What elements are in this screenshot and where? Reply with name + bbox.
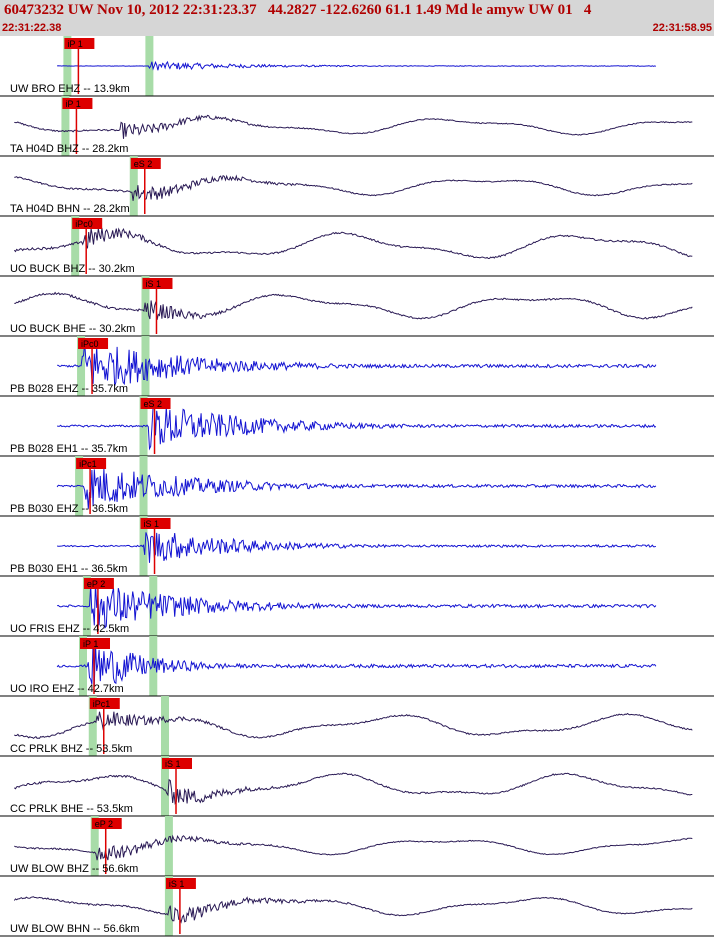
trace-line — [56, 467, 657, 509]
station-label: CC PRLK BHE -- 53.5km — [10, 803, 133, 815]
pick-tag — [162, 758, 193, 769]
pick-tag — [72, 218, 103, 229]
pick-tag — [140, 398, 171, 409]
pick-label: iPc0 — [75, 219, 93, 229]
end-time: 22:31:58.95 — [652, 22, 712, 34]
pick-label: eP 2 — [95, 819, 113, 829]
pick-tag — [165, 878, 196, 889]
station-label: UO BUCK BHE -- 30.2km — [10, 323, 135, 335]
station-label: TA H04D BHN -- 28.2km — [10, 203, 130, 215]
trace-line — [14, 834, 693, 861]
trace-line — [56, 641, 657, 686]
pick-tag — [130, 158, 161, 169]
trace-line — [13, 896, 693, 924]
p-pick-window — [82, 576, 91, 636]
pick-label: eP 2 — [87, 579, 105, 589]
pick-tag — [80, 638, 111, 649]
s-pick-window — [149, 576, 158, 636]
trace-line — [57, 342, 657, 387]
p-pick-window — [90, 816, 99, 876]
pick-tag — [142, 278, 173, 289]
trace-line — [14, 114, 693, 139]
pick-label: iS 1 — [169, 879, 185, 889]
pick-label: iP 1 — [83, 639, 98, 649]
s-pick-window — [161, 696, 170, 756]
station-label: PB B030 EH1 -- 36.5km — [10, 563, 127, 575]
pick-label: iS 1 — [145, 279, 161, 289]
pick-tag — [140, 518, 171, 529]
s-pick-window — [164, 816, 173, 876]
event-title: 60473232 UW Nov 10, 2012 22:31:23.37 44.… — [4, 2, 592, 18]
station-label: PB B028 EH1 -- 35.7km — [10, 443, 127, 455]
s-pick-window — [145, 36, 154, 96]
station-label: UO FRIS EHZ -- 42.5km — [10, 623, 129, 635]
pick-tag — [76, 458, 107, 469]
station-label: CC PRLK BHZ -- 53.5km — [10, 743, 132, 755]
p-pick-window — [88, 696, 97, 756]
pick-label: iS 1 — [165, 759, 181, 769]
header-bar: 60473232 UW Nov 10, 2012 22:31:23.37 44.… — [0, 0, 714, 36]
trace-line — [56, 403, 657, 451]
station-label: PB B028 EHZ -- 35.7km — [10, 383, 128, 395]
trace-line — [57, 532, 657, 563]
station-label: UW BRO EHZ -- 13.9km — [10, 83, 130, 95]
trace-line — [56, 582, 657, 629]
station-label: UO IRO EHZ -- 42.7km — [10, 683, 124, 695]
pick-tag — [62, 98, 93, 109]
station-label: UW BLOW BHZ -- 56.6km — [10, 863, 138, 875]
pick-label: iPc0 — [81, 339, 99, 349]
pick-label: eS 2 — [134, 159, 153, 169]
pick-label: iP 1 — [65, 99, 80, 109]
seismogram-panel: iP 1 UW BRO EHZ -- 13.9km iP 1 TA H04D BHZ … — [0, 36, 714, 937]
pick-label: eS 2 — [144, 399, 163, 409]
pick-label: iS 1 — [144, 519, 160, 529]
p-pick-window — [71, 216, 80, 276]
s-pick-window — [161, 756, 170, 816]
start-time: 22:31:22.38 — [2, 22, 62, 34]
s-pick-window — [129, 156, 138, 216]
trace-line — [13, 772, 693, 805]
station-label: TA H04D BHZ -- 28.2km — [10, 143, 128, 155]
s-pick-window — [164, 876, 173, 936]
s-pick-window — [139, 456, 148, 516]
pick-label: iP 1 — [67, 39, 82, 49]
pick-label: iPc1 — [93, 699, 111, 709]
station-label: UO BUCK BHZ -- 30.2km — [10, 263, 135, 275]
s-pick-window — [149, 636, 158, 696]
pick-tag — [64, 38, 95, 49]
pick-label: iPc1 — [79, 459, 97, 469]
pick-tag — [78, 338, 109, 349]
p-pick-window — [61, 96, 70, 156]
pick-tag — [91, 818, 122, 829]
pick-tag — [83, 578, 114, 589]
trace-line — [57, 60, 657, 71]
pick-tag — [89, 698, 120, 709]
station-label: PB B030 EHZ -- 36.5km — [10, 503, 128, 515]
trace-line — [13, 227, 693, 260]
trace-line — [14, 291, 693, 321]
station-label: UW BLOW BHN -- 56.6km — [10, 923, 140, 935]
trace-line — [14, 711, 693, 740]
trace-line — [14, 174, 693, 201]
